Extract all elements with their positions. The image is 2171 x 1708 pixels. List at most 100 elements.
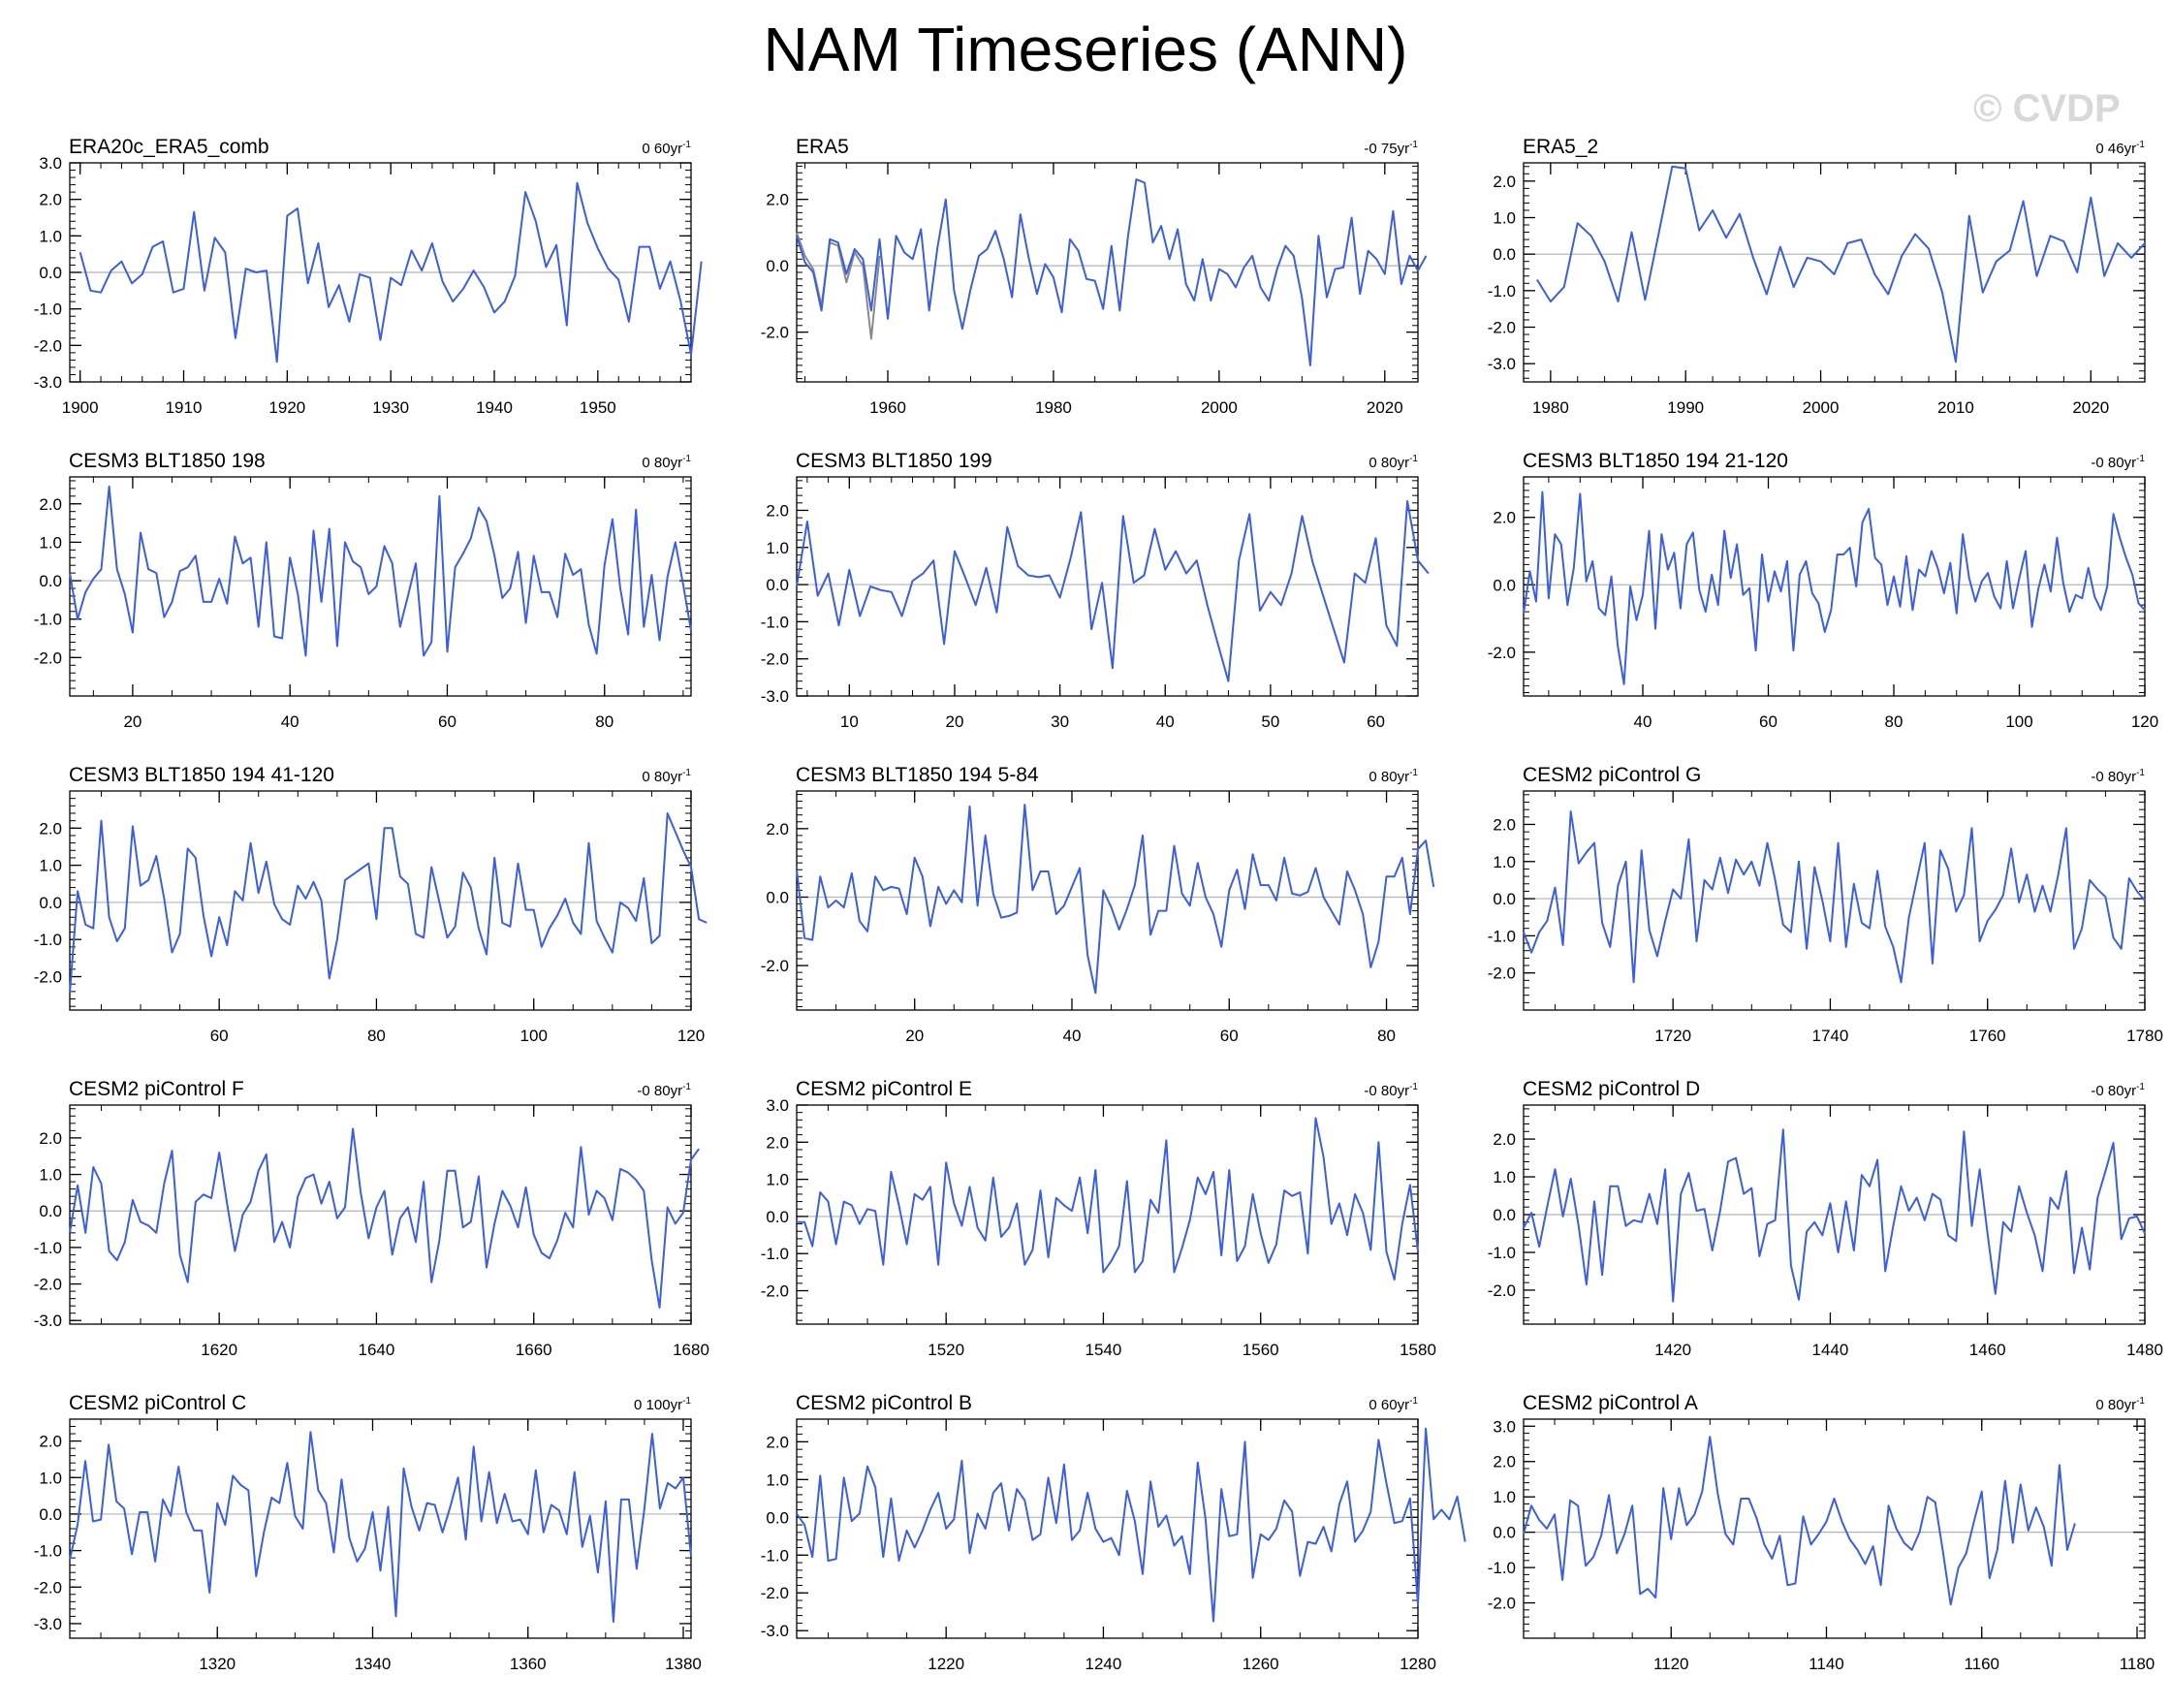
y-tick-label: 2.0	[766, 1133, 789, 1152]
x-tick-label: 2000	[1201, 398, 1238, 417]
x-tick-label: 1560	[1243, 1341, 1279, 1359]
x-tick-label: 30	[1051, 712, 1069, 731]
trend-superscript: -1	[2136, 1396, 2145, 1407]
x-tick-label: 1740	[1812, 1027, 1849, 1045]
y-tick-label: 0.0	[766, 257, 789, 275]
y-tick-label: 2.0	[39, 1129, 62, 1148]
y-tick-label: 2.0	[766, 191, 789, 209]
x-tick-label: 1920	[268, 398, 305, 417]
x-tick-label: 2010	[1937, 398, 1974, 417]
y-tick-label: 2.0	[39, 191, 62, 209]
x-tick-label: 1240	[1086, 1655, 1122, 1673]
trend-label: 0 60yr-1	[1369, 1396, 1418, 1413]
series-line	[796, 178, 1428, 366]
series-line	[69, 485, 692, 657]
y-tick-label: 2.0	[766, 1433, 789, 1451]
chart-panel: 1420 1440 1460 1480 -2.0 -1.0 0.0 1.0 2.0 CESM2 p…	[1488, 1078, 2163, 1359]
y-tick-label: -2.0	[34, 968, 62, 987]
chart-panel: 1720 1740 1760 1780 -2.0 -1.0 0.0 1.0 2.0 CESM2 p…	[1488, 764, 2163, 1045]
trend-superscript: -1	[2136, 768, 2145, 778]
y-tick-label: -1.0	[1488, 282, 1516, 300]
x-tick-label: 1580	[1400, 1341, 1436, 1359]
trend-label: 0 80yr-1	[2095, 1396, 2145, 1413]
x-tick-label: 1980	[1532, 398, 1569, 417]
y-tick-label: -3.0	[34, 373, 62, 392]
y-tick-label: -1.0	[1488, 927, 1516, 945]
y-tick-label: 0.0	[39, 264, 62, 282]
x-tick-label: 2020	[2072, 398, 2109, 417]
trend-superscript: -1	[682, 454, 691, 464]
chart-panel: 60 80 100 120 -2.0 -1.0 0.0 1.0 2.0 CESM3 BLT1850…	[34, 764, 708, 1045]
cvdp-watermark: © CVDP	[1973, 87, 2121, 130]
y-tick-label: 2.0	[39, 819, 62, 838]
chart-panel: 1620 1640 1660 1680 -3.0 -2.0 -1.0 0.0 1.0 2.0 CES…	[34, 1078, 709, 1359]
y-tick-label: 3.0	[39, 154, 62, 173]
panel-title: CESM2 piControl E	[796, 1078, 972, 1100]
y-tick-label: 1.0	[39, 227, 62, 245]
y-tick-label: 3.0	[1493, 1417, 1516, 1436]
x-tick-label: 1340	[355, 1655, 392, 1673]
series-line	[1523, 1436, 2076, 1606]
y-tick-label: -1.0	[34, 1239, 62, 1257]
x-tick-label: 1460	[1969, 1341, 2006, 1359]
series-line	[797, 1117, 1419, 1281]
x-tick-label: 1480	[2126, 1341, 2163, 1359]
trend-label: 0 60yr-1	[642, 140, 691, 157]
series-line	[79, 181, 703, 364]
x-tick-label: 50	[1261, 712, 1279, 731]
chart-panel: 1320 1340 1360 1380 -3.0 -2.0 -1.0 0.0 1.0 2.0 CES…	[34, 1392, 702, 1673]
y-tick-label: -1.0	[34, 611, 62, 629]
y-tick-label: -2.0	[1488, 1595, 1516, 1613]
y-tick-label: 1.0	[39, 1469, 62, 1487]
x-tick-label: 1620	[201, 1341, 237, 1359]
y-tick-label: -2.0	[761, 1584, 789, 1602]
chart-panel: 20 40 60 80 -2.0 0.0 2.0 CESM3 BLT1850 194 5-84…	[761, 764, 1435, 1045]
series-line	[69, 1431, 692, 1623]
y-tick-label: -2.0	[1488, 644, 1516, 662]
x-tick-label: 1930	[372, 398, 409, 417]
y-tick-label: 1.0	[1493, 209, 1516, 228]
series-line	[796, 1427, 1466, 1623]
series-line	[1536, 165, 2146, 364]
trend-label: 0 80yr-1	[642, 768, 691, 785]
trend-label: -0 75yr-1	[1364, 140, 1418, 157]
x-tick-label: 20	[905, 1027, 924, 1045]
y-tick-label: -1.0	[761, 1546, 789, 1565]
y-tick-label: -2.0	[34, 336, 62, 355]
panel-title: CESM2 piControl B	[796, 1392, 972, 1414]
panel-title: CESM3 BLT1850 194 41-120	[69, 764, 334, 786]
trend-superscript: -1	[2136, 454, 2145, 464]
y-tick-label: -3.0	[34, 1312, 62, 1330]
panel-title: CESM3 BLT1850 198	[69, 450, 266, 472]
series-line	[1523, 810, 2146, 984]
y-tick-label: -2.0	[34, 1276, 62, 1294]
y-tick-label: 1.0	[1493, 1488, 1516, 1506]
panel-title: CESM2 piControl G	[1523, 764, 1701, 786]
x-tick-label: 60	[1759, 712, 1778, 731]
x-tick-label: 2000	[1803, 398, 1840, 417]
y-tick-label: -2.0	[34, 1578, 62, 1597]
trend-label: 0 80yr-1	[1369, 454, 1418, 471]
trend-superscript: -1	[1409, 140, 1418, 150]
x-tick-label: 1280	[1400, 1655, 1436, 1673]
x-tick-label: 100	[520, 1027, 548, 1045]
y-tick-label: 2.0	[1493, 1453, 1516, 1471]
y-tick-label: 0.0	[1493, 1524, 1516, 1542]
x-tick-label: 40	[1063, 1027, 1082, 1045]
y-tick-label: -3.0	[761, 687, 789, 706]
chart-panel: 1980 1990 2000 2010 2020 -3.0 -2.0 -1.0 0.0 1.0 2.…	[1488, 136, 2146, 417]
y-tick-label: 2.0	[1493, 173, 1516, 191]
chart-panel: 1220 1240 1260 1280 -3.0 -2.0 -1.0 0.0 1.0 2.0 CES…	[761, 1392, 1466, 1673]
y-tick-label: -1.0	[34, 931, 62, 949]
y-tick-label: 0.0	[1493, 576, 1516, 594]
y-tick-label: 1.0	[1493, 853, 1516, 871]
x-tick-label: 1320	[199, 1655, 236, 1673]
panel-title: CESM2 piControl C	[69, 1392, 246, 1414]
x-tick-label: 100	[2005, 712, 2032, 731]
plot-frame	[796, 1418, 1419, 1639]
x-tick-label: 1380	[665, 1655, 702, 1673]
y-tick-label: -2.0	[1488, 319, 1516, 337]
x-tick-label: 1910	[166, 398, 203, 417]
panel-title: ERA20c_ERA5_comb	[69, 136, 269, 158]
